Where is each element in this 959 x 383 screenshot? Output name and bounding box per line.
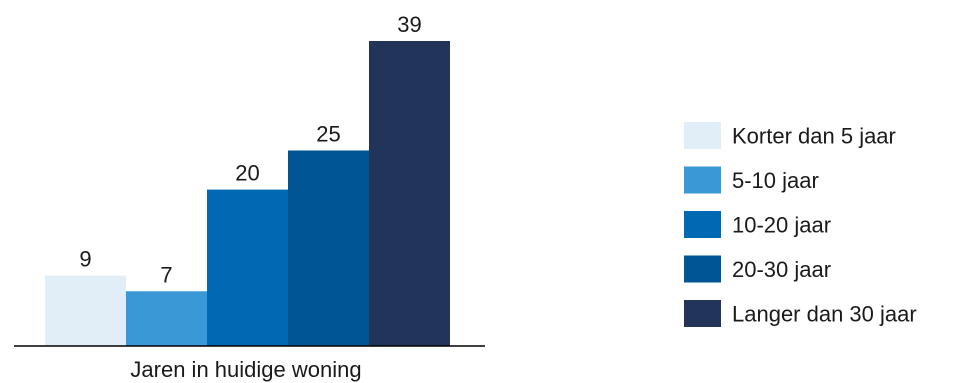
- bars-group: [45, 41, 450, 346]
- bar-value-label-4: 25: [316, 121, 340, 146]
- bar-4: [288, 150, 369, 346]
- legend-swatch: [684, 255, 721, 283]
- bar-5: [369, 41, 450, 346]
- bar-1: [45, 275, 126, 346]
- legend: Korter dan 5 jaar 5-10 jaar 10-20 jaar 20-3…: [684, 122, 917, 327]
- legend-item-4: 20-30 jaar: [684, 255, 831, 283]
- bar-2: [126, 291, 207, 346]
- legend-label: Korter dan 5 jaar: [732, 124, 896, 149]
- legend-swatch: [684, 300, 721, 327]
- bar-value-label-5: 39: [397, 12, 421, 37]
- legend-swatch: [684, 122, 721, 149]
- value-labels-group: 9 7 20 25 39: [79, 12, 421, 287]
- bar-3: [207, 189, 288, 346]
- legend-item-5: Langer dan 30 jaar: [684, 300, 917, 327]
- legend-label: 10-20 jaar: [732, 213, 831, 238]
- legend-swatch: [684, 166, 721, 194]
- x-axis-label: Jaren in huidige woning: [130, 357, 361, 382]
- legend-label: 20-30 jaar: [732, 257, 831, 282]
- legend-item-3: 10-20 jaar: [684, 211, 831, 238]
- legend-item-1: Korter dan 5 jaar: [684, 122, 896, 149]
- legend-swatch: [684, 211, 721, 238]
- legend-label: Langer dan 30 jaar: [732, 302, 917, 327]
- bar-value-label-3: 20: [235, 161, 259, 186]
- legend-label: 5-10 jaar: [732, 168, 819, 193]
- bar-value-label-1: 9: [79, 247, 91, 272]
- bar-value-label-2: 7: [160, 262, 172, 287]
- legend-item-2: 5-10 jaar: [684, 166, 819, 194]
